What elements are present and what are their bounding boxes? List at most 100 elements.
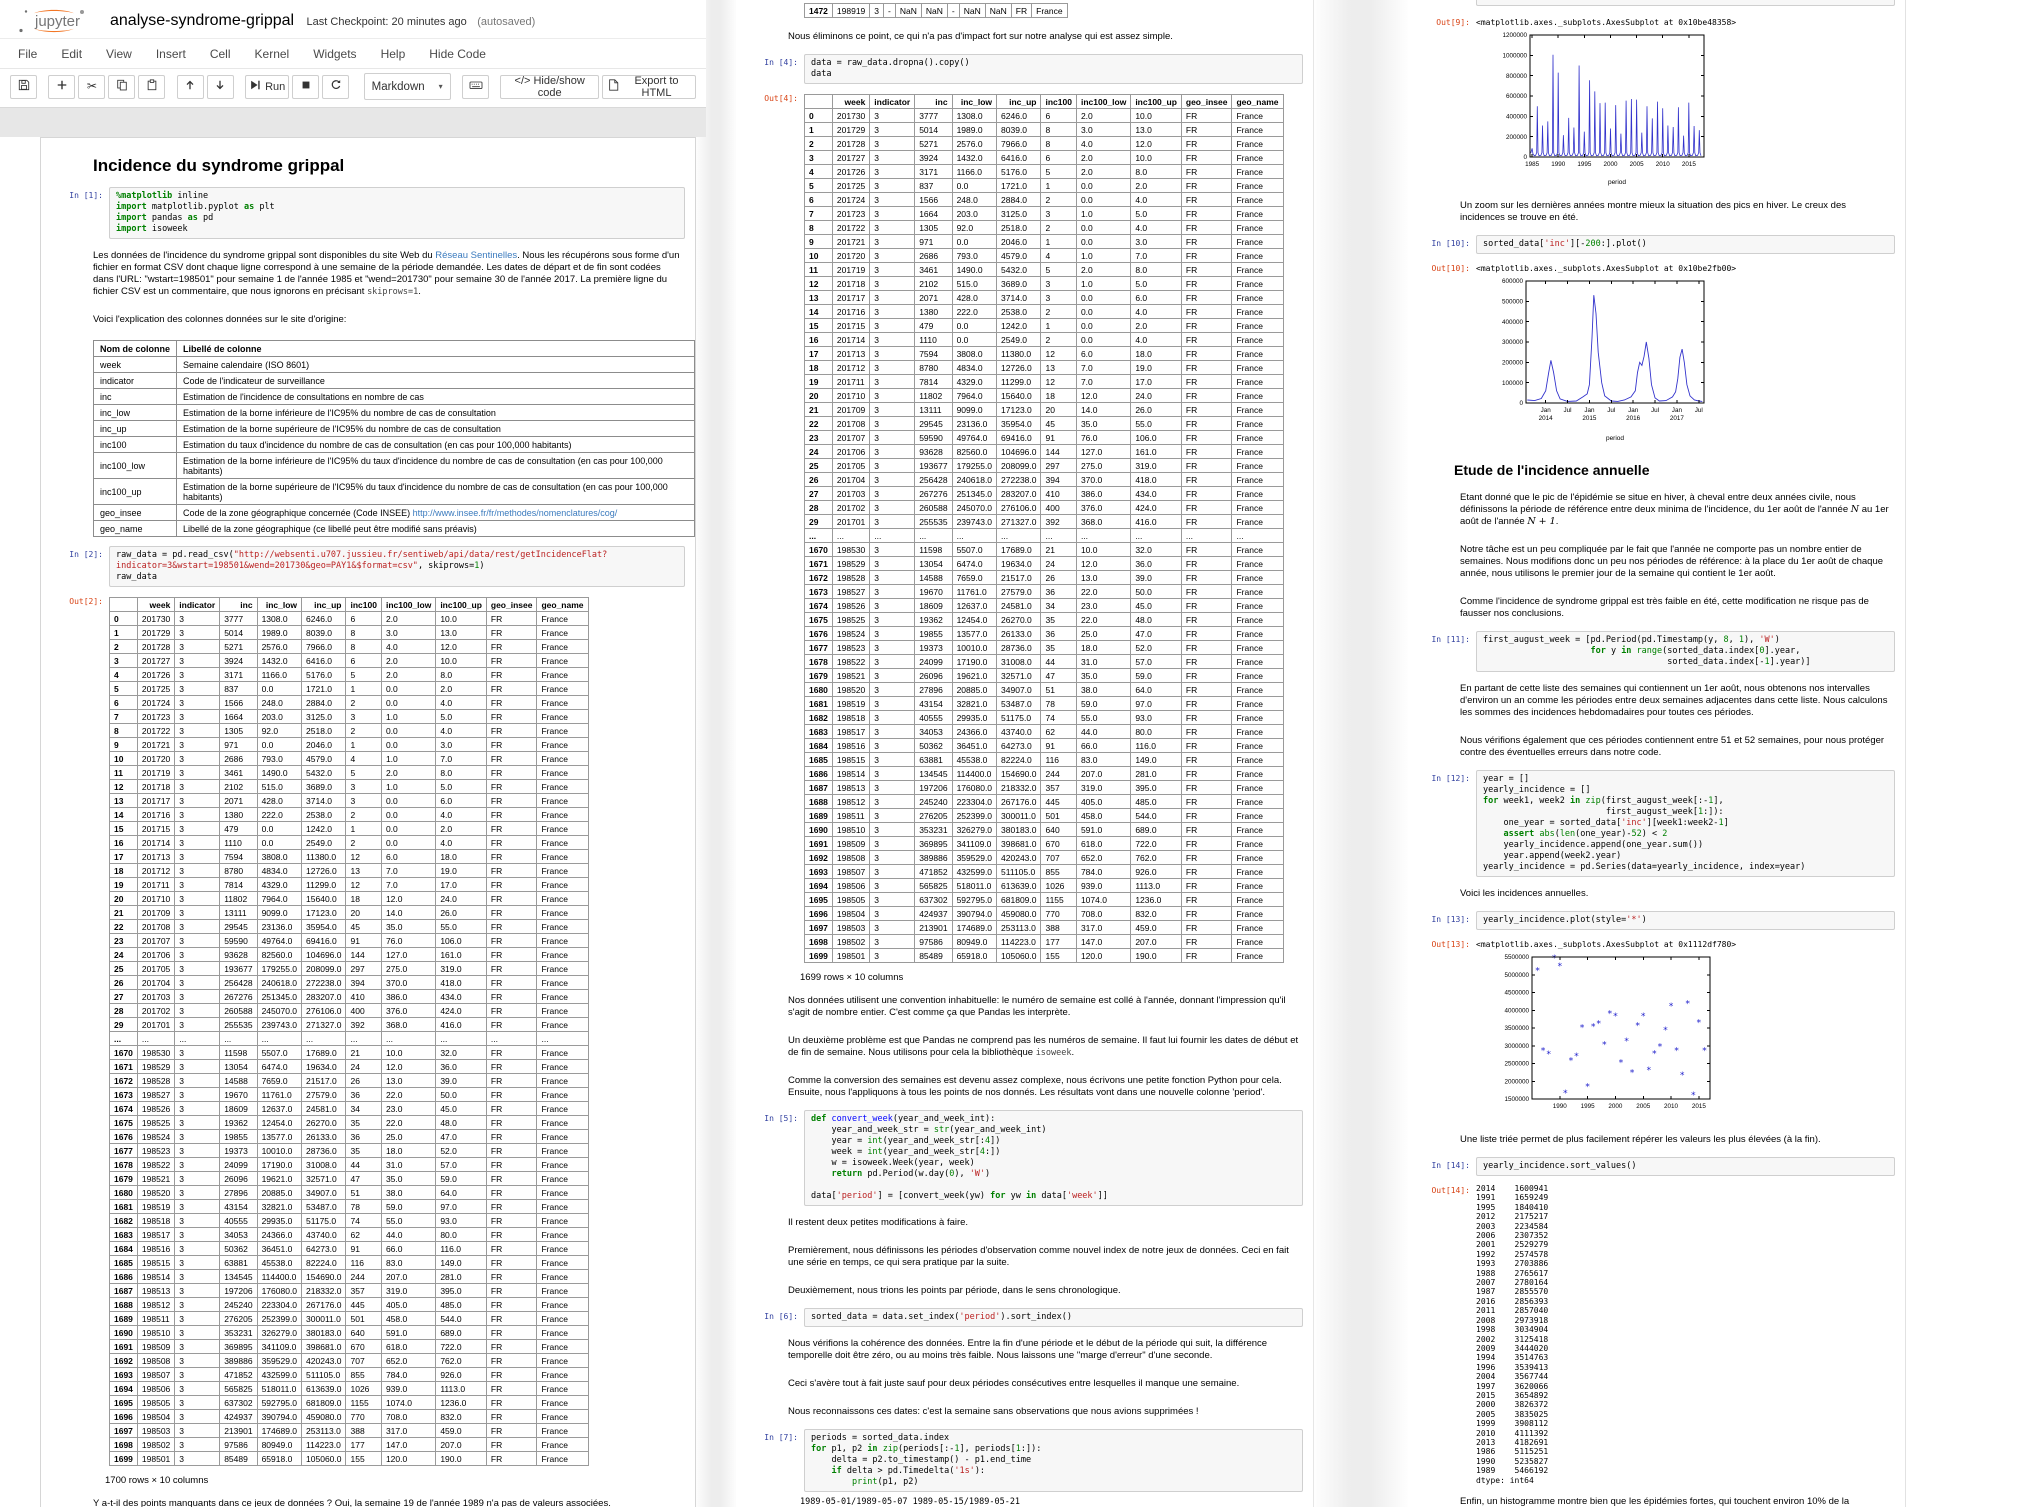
table-cell: FR <box>1180 472 1233 487</box>
code-input[interactable]: sorted_data['inc'][-200:].plot() <box>1476 235 1895 254</box>
cell-type-dropdown[interactable]: Markdown ▾ <box>363 73 451 100</box>
table-cell: 55.0 <box>1075 710 1132 725</box>
code-input[interactable]: yearly_incidence.plot(style='*') <box>1476 911 1895 930</box>
table-cell: 13.0 <box>1075 570 1132 585</box>
table-row: 27 201703 3 267276 251345.0 283207.0 410 386.0 4… <box>804 486 1284 501</box>
table-cell: France <box>1231 486 1284 501</box>
save-notebook-button[interactable] <box>10 74 37 99</box>
markdown-paragraph: Premièrement, nous définissons les pério… <box>788 1245 1299 1269</box>
table-cell: 392 <box>1040 514 1077 529</box>
table-cell: 3 <box>174 1171 221 1186</box>
table-cell: 3777 <box>914 108 953 123</box>
markdown-paragraph: Comme l'incidence de syndrome grippal es… <box>1460 596 1891 620</box>
table-cell: 939.0 <box>1075 878 1132 893</box>
table-cell: 223304.0 <box>256 1297 303 1312</box>
hide-show-code-button[interactable]: </> Hide/show code <box>500 74 599 99</box>
table-cell: 43740.0 <box>301 1227 347 1242</box>
table-cell: 114400.0 <box>256 1269 303 1284</box>
code-input[interactable]: data = raw_data.dropna().copy() data <box>804 54 1303 84</box>
table-cell: 32821.0 <box>951 696 998 711</box>
export-to-html-button[interactable]: Export to HTML <box>602 74 696 99</box>
table-cell: 198518 <box>136 1213 176 1228</box>
table-cell: 31.0 <box>1075 654 1132 669</box>
table-cell: 0.0 <box>1075 220 1132 235</box>
table-row: 1674 198526 3 18609 12637.0 24581.0 34 23.0 45.0… <box>804 598 1284 613</box>
copy-cell-button[interactable] <box>108 74 136 99</box>
cut-cell-button[interactable]: ✂ <box>78 74 106 99</box>
table-cell: 3 <box>174 821 221 836</box>
notebook-title[interactable]: analyse-syndrome-grippal <box>110 12 295 29</box>
code-input[interactable]: periods = sorted_data.index for p1, p2 i… <box>804 1429 1303 1492</box>
row-index: 0 <box>109 611 138 626</box>
table-cell: 3 <box>174 1255 221 1270</box>
table-cell: France <box>536 1087 589 1102</box>
command-palette-button[interactable] <box>462 74 490 99</box>
table-cell: 4.0 <box>1130 192 1182 207</box>
menu-item-view[interactable]: View <box>106 46 132 61</box>
code-input[interactable]: %matplotlib inline import matplotlib.pyp… <box>109 187 685 239</box>
svg-text:jupyter: jupyter <box>34 13 80 30</box>
table-cell: 51175.0 <box>301 1213 347 1228</box>
code-input[interactable]: def convert_week(year_and_week_int): yea… <box>804 1110 1303 1206</box>
table-cell: 76.0 <box>380 933 437 948</box>
menu-item-insert[interactable]: Insert <box>155 46 186 61</box>
column-header: Nom de colonne <box>92 340 178 357</box>
table-cell: 432599.0 <box>951 864 998 879</box>
table-cell: 400 <box>1040 500 1077 515</box>
run-cell-button[interactable]: Run <box>245 74 290 99</box>
table-cell: - <box>883 3 896 18</box>
table-cell: France <box>1231 220 1284 235</box>
table-cell: 8 <box>345 639 382 654</box>
markdown-cell: Comme la conversion des semaines est dev… <box>736 1067 1313 1107</box>
code-input[interactable]: sorted_data['inc'].plot() <box>1476 0 1895 6</box>
markdown-link[interactable]: http://www.insee.fr/fr/methodes/nomencla… <box>412 507 618 518</box>
markdown-link[interactable]: Réseau Sentinelles <box>435 250 518 261</box>
menu-item-kernel[interactable]: Kernel <box>254 46 290 61</box>
move-cell-down-button[interactable] <box>206 74 234 99</box>
table-cell: 3 <box>174 1101 221 1116</box>
restart-kernel-button[interactable] <box>322 74 350 99</box>
column-gutter <box>1312 0 1410 1507</box>
code-input[interactable]: first_august_week = [pd.Period(pd.Timest… <box>1476 631 1895 672</box>
row-index: 23 <box>804 430 833 445</box>
column-header: inc_low <box>256 597 303 612</box>
menu-item-widgets[interactable]: Widgets <box>313 46 357 61</box>
table-cell: 26.0 <box>435 905 487 920</box>
code-input[interactable]: yearly_incidence.sort_values() <box>1476 1157 1895 1176</box>
table-cell: FR <box>1180 388 1233 403</box>
svg-text:period: period <box>1608 179 1626 186</box>
menu-item-file[interactable]: File <box>18 46 38 61</box>
table-cell: 1074.0 <box>380 1395 437 1410</box>
table-cell: 59.0 <box>1130 668 1182 683</box>
table-row: 1673 198527 3 19670 11761.0 27579.0 36 22.0 50.0… <box>804 584 1284 599</box>
table-cell: 3 <box>869 276 916 291</box>
row-index: 1679 <box>804 668 833 683</box>
table-cell: FR <box>485 1073 538 1088</box>
menu-item-edit[interactable]: Edit <box>61 46 83 61</box>
menu-item-help[interactable]: Help <box>380 46 406 61</box>
row-index: 7 <box>109 709 138 724</box>
table-cell: 10.0 <box>435 653 487 668</box>
row-index: 1691 <box>109 1339 138 1354</box>
menu-item-hide-code[interactable]: Hide Code <box>429 46 486 61</box>
table-cell: 1308.0 <box>256 611 303 626</box>
table-cell: 25.0 <box>1075 626 1132 641</box>
table-cell: 12.0 <box>435 639 487 654</box>
insert-cell-below-button[interactable] <box>48 74 76 99</box>
menu-item-cell[interactable]: Cell <box>209 46 231 61</box>
table-cell: 198525 <box>136 1115 176 1130</box>
table-cell: 267276 <box>914 486 953 501</box>
table-cell: France <box>1231 934 1284 949</box>
paste-cell-button[interactable] <box>138 74 166 99</box>
move-cell-up-button[interactable] <box>176 74 204 99</box>
table-cell: 2046.0 <box>996 234 1042 249</box>
code-input[interactable]: sorted_data = data.set_index('period').s… <box>804 1308 1303 1327</box>
table-cell: 2686 <box>914 248 953 263</box>
code-input[interactable]: year = [] yearly_incidence = [] for week… <box>1476 770 1895 877</box>
table-cell: 19621.0 <box>951 668 998 683</box>
interrupt-kernel-button[interactable] <box>292 74 320 99</box>
table-cell: France <box>1231 430 1284 445</box>
code-input[interactable]: raw_data = pd.read_csv("http://websenti.… <box>109 546 685 587</box>
markdown-paragraph: Y a-t-il des points manquants dans ce je… <box>93 1498 681 1507</box>
table-cell: 3 <box>174 779 221 794</box>
